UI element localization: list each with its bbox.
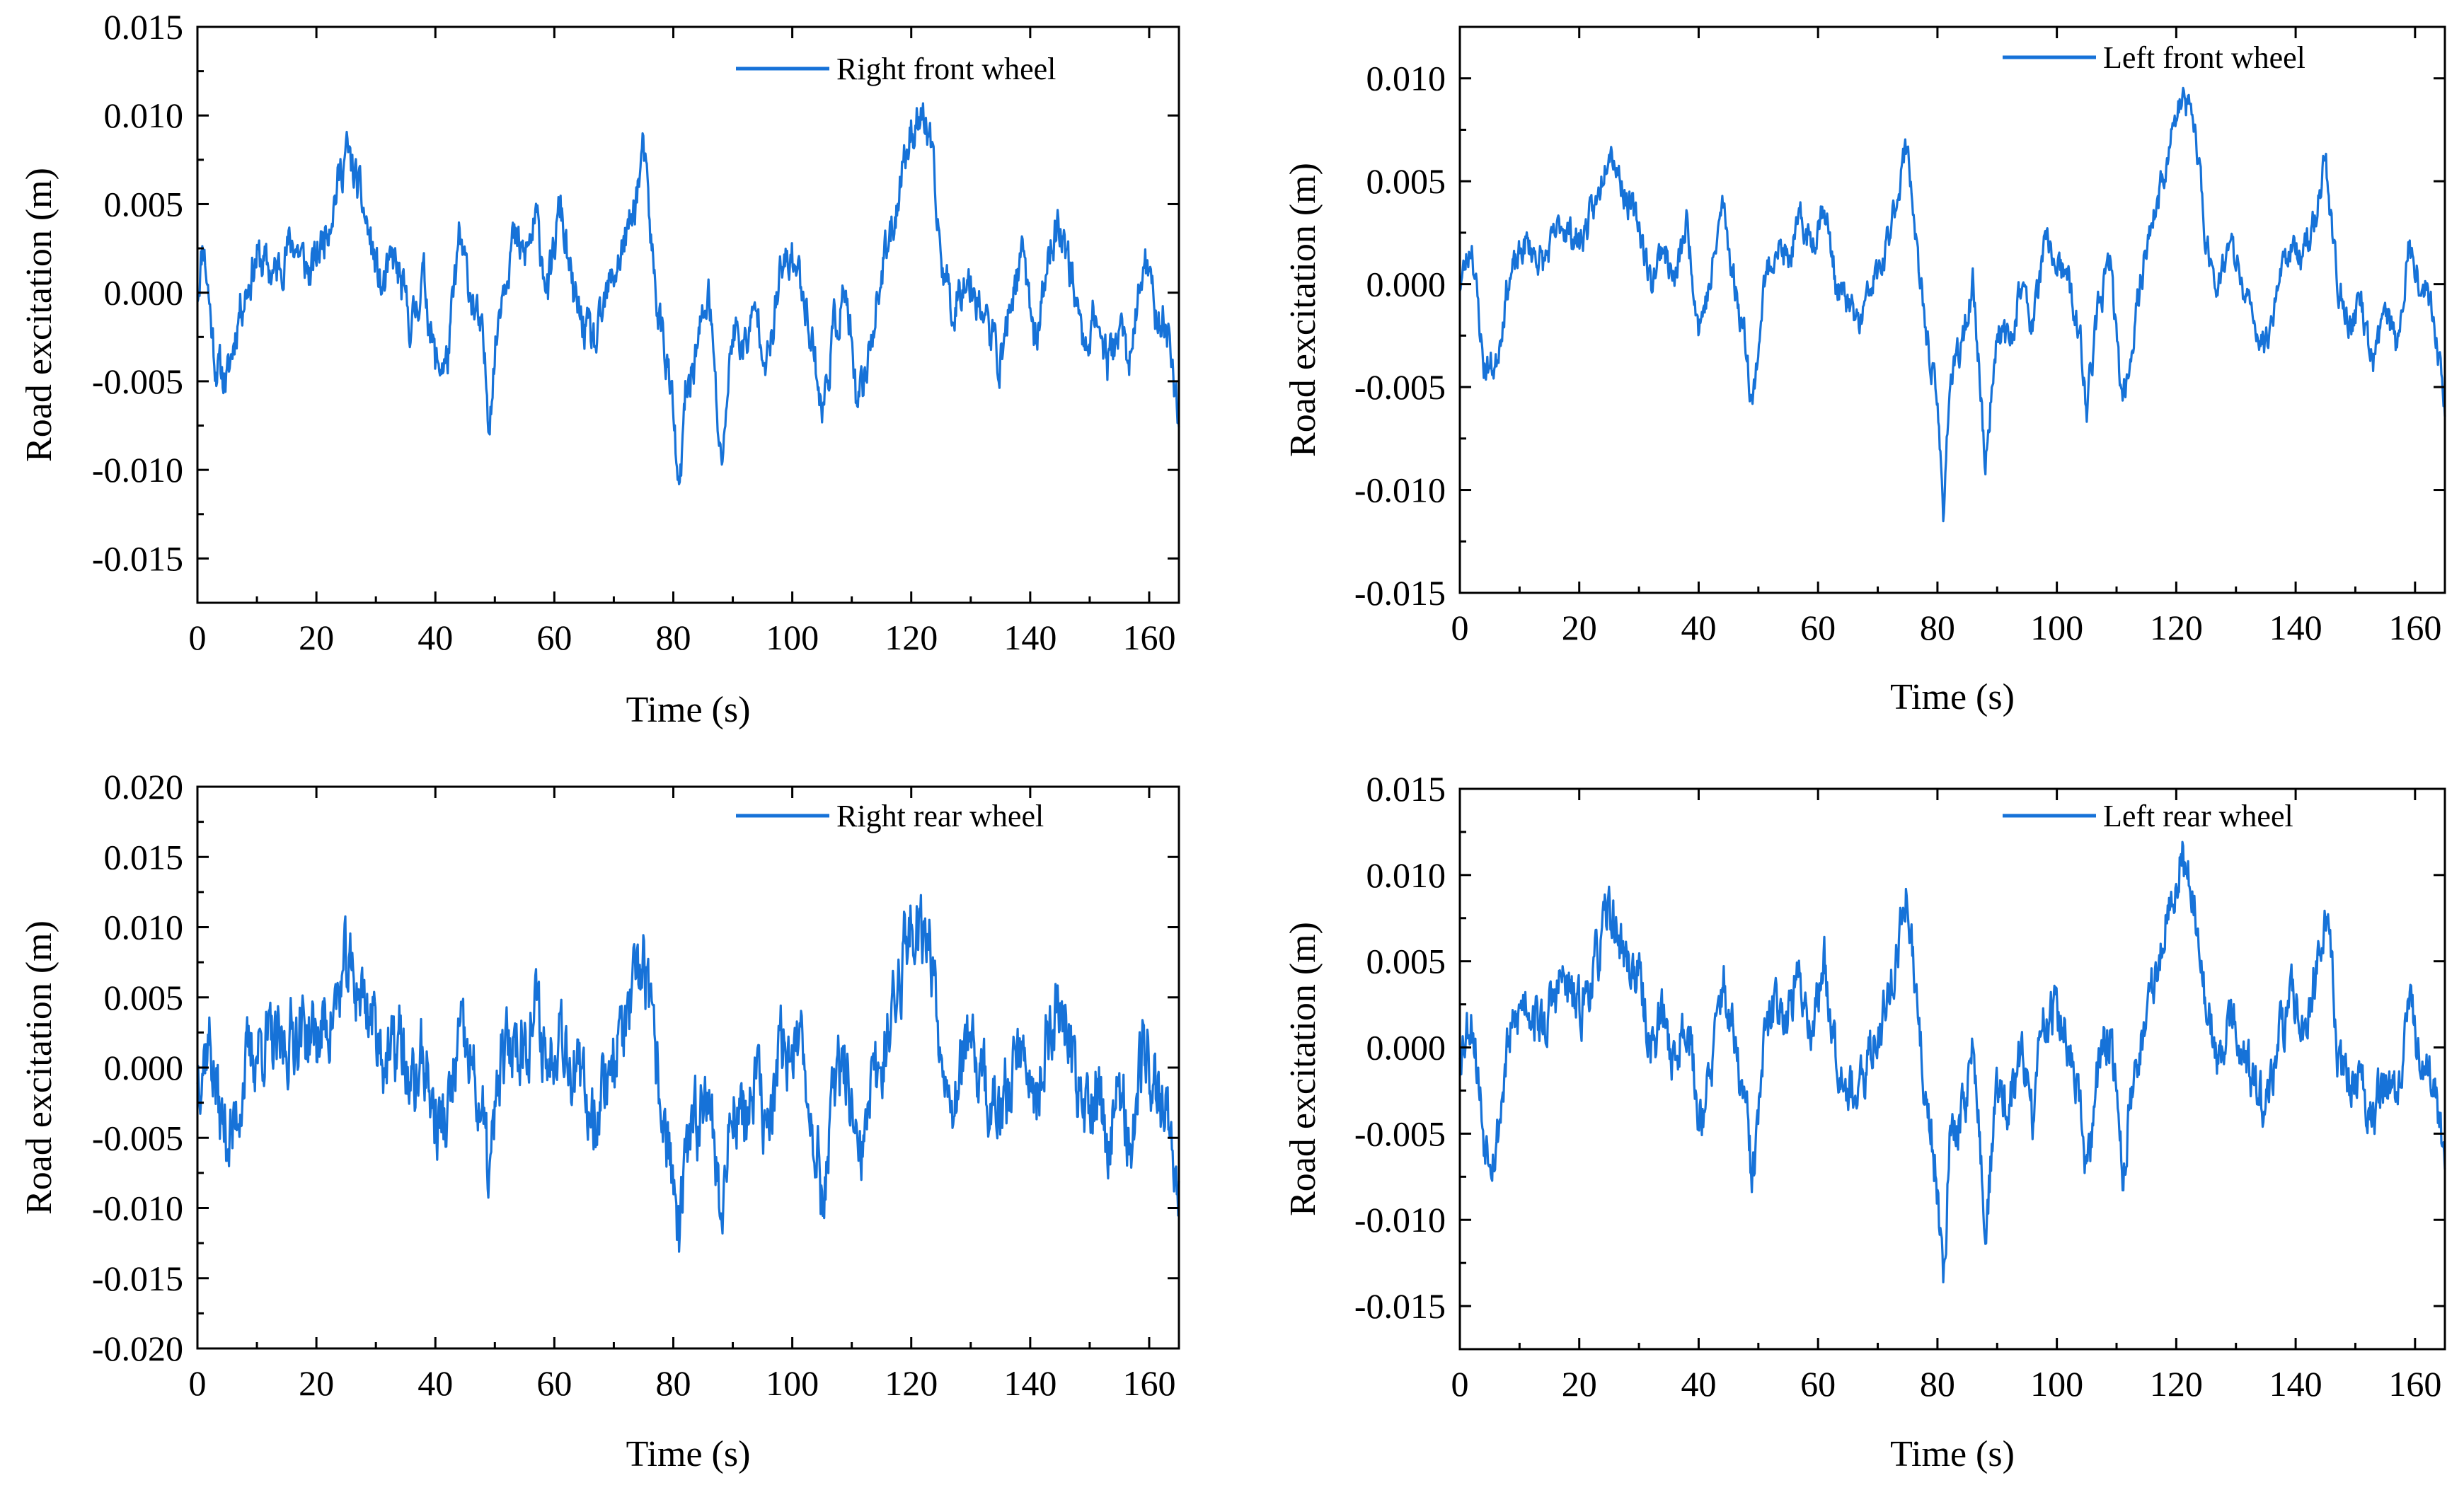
plot-frame (196, 785, 1180, 1350)
x-tick-label: 140 (1003, 1363, 1057, 1403)
y-tick-label: -0.010 (92, 1189, 183, 1228)
x-tick-label: 100 (766, 618, 819, 657)
y-tick-label: -0.015 (1354, 1286, 1446, 1326)
series-line-2-0 (196, 894, 1180, 1253)
x-tick-label: 160 (1122, 1363, 1175, 1403)
series-line-1-0 (1458, 86, 2446, 523)
x-tick-label: 100 (766, 1363, 819, 1403)
y-tick-label: 0.000 (104, 273, 184, 313)
chart-panel-right-rear-wheel: 0 20 40 60 80 100 120 140 160 -0.020 -0.015 -0.010 -… (19, 767, 1180, 1474)
x-tick-label: 80 (655, 1363, 691, 1403)
y-tick-label: -0.015 (1354, 573, 1446, 613)
y-tick-label: 0.010 (104, 96, 184, 135)
x-axis-label: Time (s) (1890, 1434, 2015, 1474)
y-tick-label: -0.010 (92, 450, 183, 490)
legend-label: Right rear wheel (836, 799, 1044, 833)
x-tick-label: 0 (1451, 608, 1469, 647)
x-tick-label: 60 (1800, 608, 1836, 647)
x-axis-label: Time (s) (626, 1434, 751, 1474)
x-tick-label: 20 (1562, 608, 1597, 647)
x-axis-label: Time (s) (1890, 677, 2015, 717)
y-tick-label: 0.005 (1366, 161, 1446, 201)
y-tick-label: -0.015 (92, 1259, 183, 1298)
x-tick-label: 100 (2030, 1364, 2083, 1404)
x-tick-label: 120 (2150, 608, 2203, 647)
x-tick-label: 0 (1451, 1364, 1469, 1404)
x-tick-label: 80 (655, 618, 691, 657)
y-tick-label: 0.015 (104, 7, 184, 47)
x-tick-label: 100 (2030, 608, 2083, 647)
x-tick-label: 160 (2388, 1364, 2441, 1404)
y-tick-label: 0.005 (1366, 942, 1446, 981)
y-tick-label: 0.010 (104, 908, 184, 947)
x-tick-label: 0 (189, 1363, 207, 1403)
y-tick-label: -0.005 (92, 1118, 183, 1157)
legend-label: Right front wheel (836, 52, 1056, 86)
plot-frame (1458, 25, 2446, 594)
series-line-3-0 (1458, 840, 2446, 1283)
plot-frame (196, 25, 1180, 604)
x-tick-label: 80 (1920, 608, 1955, 647)
x-tick-label: 40 (418, 618, 453, 657)
x-tick-label: 20 (299, 618, 334, 657)
chart-panel-left-front-wheel: 0 20 40 60 80 100 120 140 160 -0.015 -0.010 -0.005 0… (1283, 25, 2446, 717)
legend-label: Left rear wheel (2103, 799, 2293, 833)
y-axis-label: Road excitation (m) (19, 168, 59, 462)
y-tick-label: 0.015 (104, 837, 184, 877)
y-tick-label: -0.020 (92, 1329, 183, 1368)
y-tick-label: 0.015 (1366, 769, 1446, 809)
y-tick-label: 0.005 (104, 184, 184, 224)
y-tick-label: 0.005 (104, 978, 184, 1017)
y-tick-label: 0.000 (1366, 1028, 1446, 1068)
y-tick-label: -0.005 (1354, 367, 1446, 407)
y-tick-label: 0.010 (1366, 59, 1446, 98)
x-tick-label: 140 (2269, 1364, 2322, 1404)
x-tick-label: 40 (1681, 1364, 1716, 1404)
y-axis-label: Road excitation (m) (1283, 163, 1323, 457)
x-tick-label: 140 (2269, 608, 2322, 647)
chart-panel-left-rear-wheel: 0 20 40 60 80 100 120 140 160 -0.015 -0.010 -0.005 0… (1283, 769, 2446, 1474)
x-tick-label: 120 (2150, 1364, 2203, 1404)
y-tick-label: 0.000 (1366, 265, 1446, 304)
y-tick-label: 0.000 (104, 1048, 184, 1087)
x-tick-label: 120 (885, 618, 938, 657)
y-tick-label: -0.015 (92, 538, 183, 578)
legend-label: Left front wheel (2103, 40, 2305, 75)
y-tick-label: -0.010 (1354, 1200, 1446, 1240)
x-tick-label: 60 (536, 618, 572, 657)
x-axis-label: Time (s) (626, 690, 751, 730)
x-tick-label: 160 (2388, 608, 2441, 647)
x-tick-label: 20 (1562, 1364, 1597, 1404)
y-tick-label: 0.010 (1366, 855, 1446, 895)
x-tick-label: 120 (885, 1363, 938, 1403)
x-tick-label: 0 (189, 618, 207, 657)
plot-frame (1458, 787, 2446, 1351)
x-tick-label: 40 (418, 1363, 453, 1403)
y-axis-label: Road excitation (m) (1283, 922, 1323, 1216)
x-tick-label: 140 (1003, 618, 1057, 657)
y-tick-label: -0.010 (1354, 470, 1446, 510)
series-line-0-0 (196, 102, 1180, 485)
y-axis-label: Road excitation (m) (19, 920, 59, 1215)
x-tick-label: 60 (536, 1363, 572, 1403)
chart-panel-right-front-wheel: 0 20 40 60 80 100 120 140 160 -0.015 -0.010 -0.005 0… (19, 7, 1180, 730)
y-tick-label: -0.005 (1354, 1114, 1446, 1153)
x-tick-label: 80 (1920, 1364, 1955, 1404)
x-tick-label: 60 (1800, 1364, 1836, 1404)
x-tick-label: 160 (1122, 618, 1175, 657)
x-tick-label: 20 (299, 1363, 334, 1403)
x-tick-label: 40 (1681, 608, 1716, 647)
y-tick-label: 0.020 (104, 767, 184, 807)
y-tick-label: -0.005 (92, 362, 183, 401)
